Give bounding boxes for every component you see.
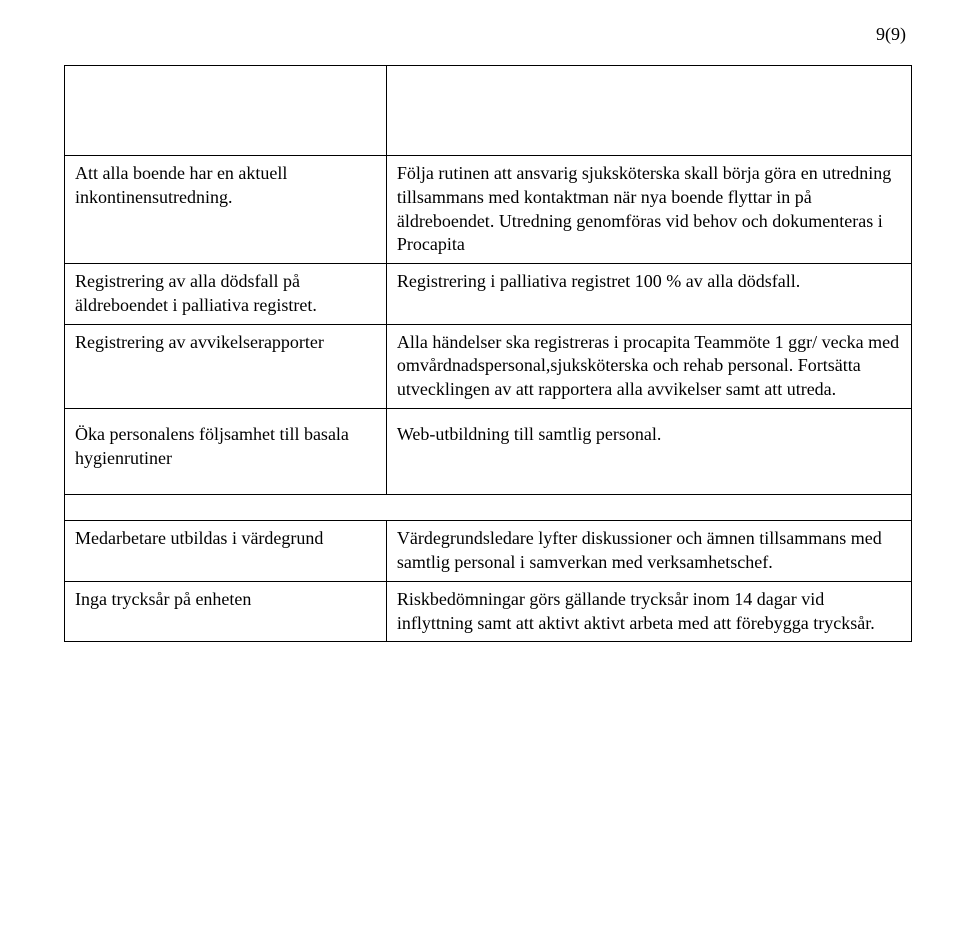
cell-text: Öka personalens följsamhet till basala h… [75,423,376,471]
table-row: Medarbetare utbildas i värdegrund Värdeg… [65,521,912,582]
table-row: Inga trycksår på enheten Riskbedömningar… [65,581,912,642]
table-row-empty [65,66,912,156]
cell-right: Värdegrundsledare lyfter diskussioner oc… [386,521,911,582]
cell-left: Registrering av avvikelserapporter [65,324,387,408]
page: 9(9) Att alla boende har en aktuell inko… [0,0,960,690]
cell-text: Riskbedömningar görs gällande trycksår i… [397,588,901,636]
cell-right: Följa rutinen att ansvarig sjuksköterska… [386,156,911,264]
cell-left: Öka personalens följsamhet till basala h… [65,408,387,495]
cell-text: Följa rutinen att ansvarig sjuksköterska… [397,162,901,257]
cell-empty-left [65,66,387,156]
cell-right: Web-utbildning till samtlig personal. [386,408,911,495]
table-row: Att alla boende har en aktuell inkontine… [65,156,912,264]
cell-text: Alla händelser ska registreras i procapi… [397,331,901,402]
cell-left: Registrering av alla dödsfall på äldrebo… [65,264,387,325]
cell-text: Web-utbildning till samtlig personal. [397,423,901,447]
cell-text: Registrering i palliativa registret 100 … [397,270,901,294]
cell-left: Medarbetare utbildas i värdegrund [65,521,387,582]
cell-right: Registrering i palliativa registret 100 … [386,264,911,325]
cell-text: Värdegrundsledare lyfter diskussioner oc… [397,527,901,575]
cell-right: Alla händelser ska registreras i procapi… [386,324,911,408]
table-row: Öka personalens följsamhet till basala h… [65,408,912,495]
cell-empty-right [386,66,911,156]
cell-left: Att alla boende har en aktuell inkontine… [65,156,387,264]
cell-text: Registrering av avvikelserapporter [75,331,376,355]
page-number-text: 9(9) [876,24,906,44]
cell-left: Inga trycksår på enheten [65,581,387,642]
gap-cell [65,495,912,521]
content-table: Att alla boende har en aktuell inkontine… [64,65,912,642]
page-number: 9(9) [64,24,912,45]
table-gap-row [65,495,912,521]
table-row: Registrering av alla dödsfall på äldrebo… [65,264,912,325]
cell-text: Inga trycksår på enheten [75,588,376,612]
cell-right: Riskbedömningar görs gällande trycksår i… [386,581,911,642]
cell-text: Att alla boende har en aktuell inkontine… [75,162,376,210]
cell-text: Registrering av alla dödsfall på äldrebo… [75,270,376,318]
table-row: Registrering av avvikelserapporter Alla … [65,324,912,408]
cell-text: Medarbetare utbildas i värdegrund [75,527,376,551]
